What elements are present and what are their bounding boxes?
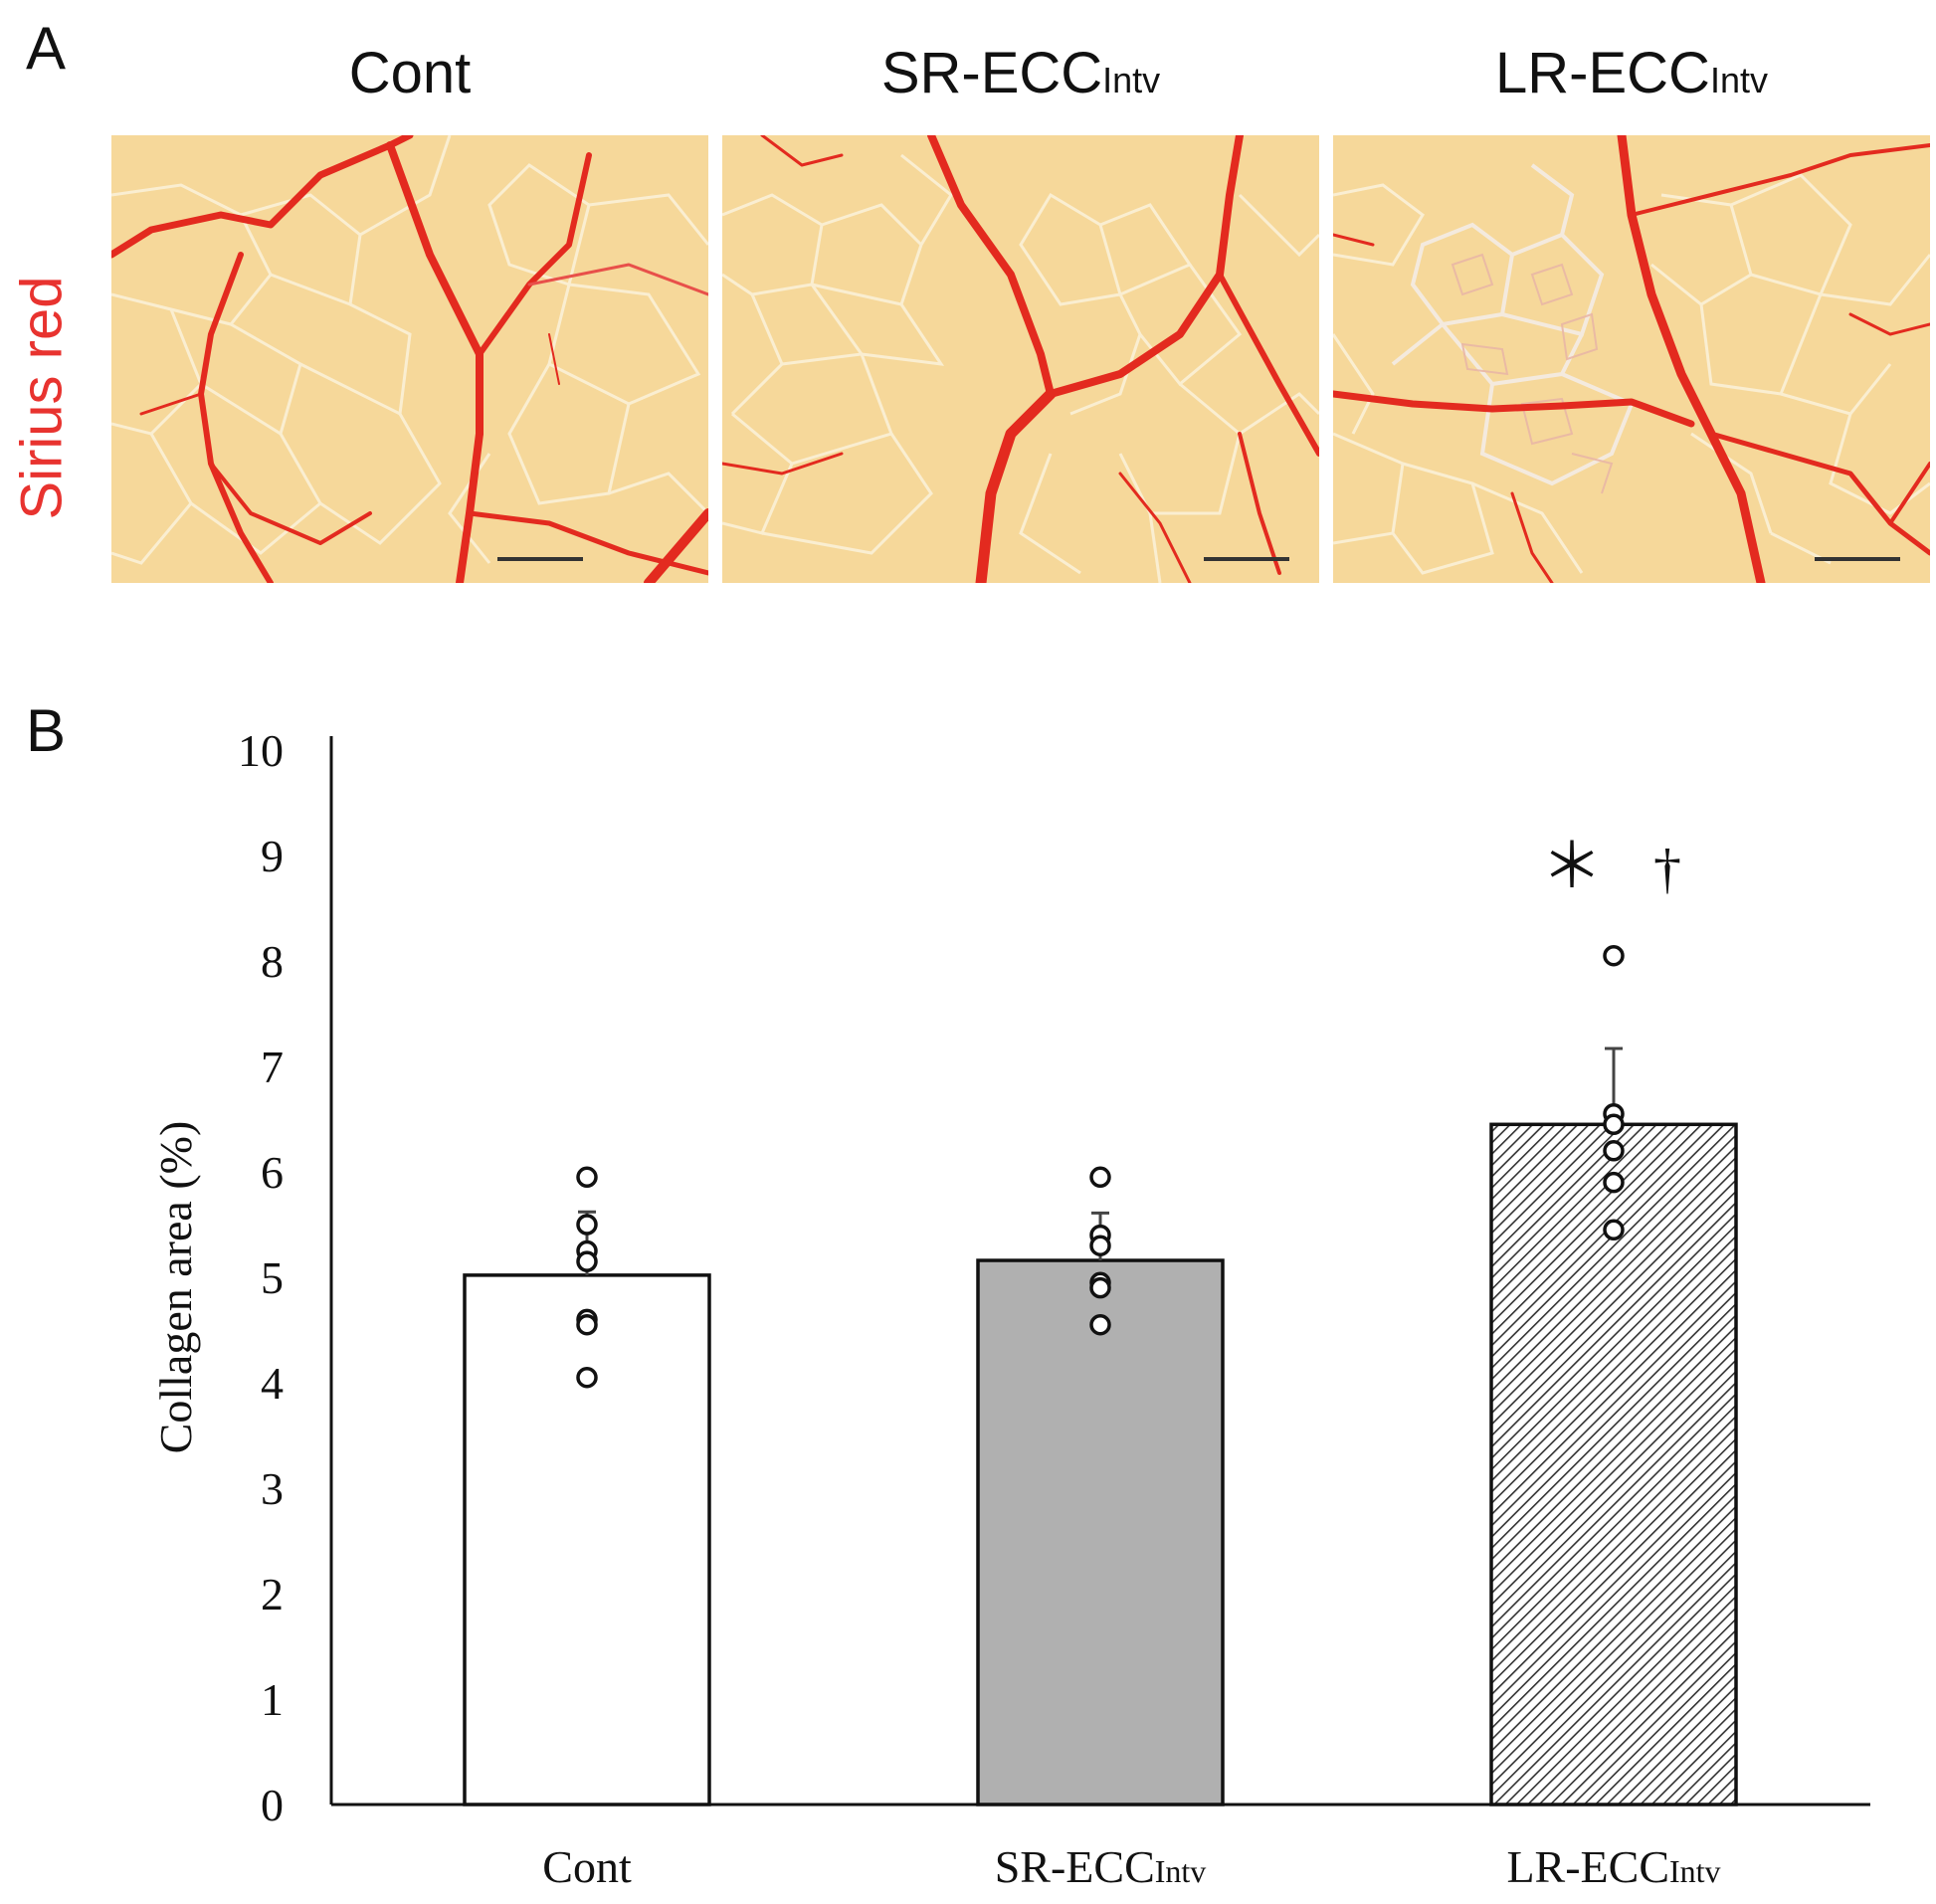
y-tick-label: 2	[261, 1569, 284, 1619]
y-tick-label: 3	[261, 1463, 284, 1514]
data-point	[1603, 1171, 1625, 1194]
significance-asterisk: ＊	[1541, 834, 1603, 901]
y-tick-label: 4	[261, 1358, 284, 1409]
x-tick-label-sub: Intv	[1669, 1853, 1721, 1889]
column-title-sub: Intv	[1709, 60, 1768, 100]
column-title-sub: Intv	[1102, 60, 1161, 100]
stain-label-text: Sirius red	[9, 276, 75, 520]
micrograph-lr-ecc	[1333, 135, 1930, 583]
y-tick-labels: 0 1 2 3 4 5 6 7 8 9 10	[238, 725, 284, 1830]
y-tick-label: 0	[261, 1780, 284, 1830]
data-points	[576, 944, 1625, 1389]
column-title-main: LR-ECC	[1495, 41, 1710, 105]
data-point	[576, 1366, 598, 1389]
annotations: ＊ †	[1541, 834, 1681, 901]
x-tick-label: LR-ECCIntv	[1506, 1841, 1720, 1892]
micrograph-cont	[111, 135, 708, 583]
panel-a-letter: A	[26, 15, 67, 82]
data-point	[576, 1250, 598, 1272]
y-tick-label: 7	[261, 1042, 284, 1092]
data-point	[1089, 1235, 1111, 1256]
y-tick-label: 1	[261, 1674, 284, 1725]
column-title-main: SR-ECC	[880, 41, 1103, 105]
data-point	[576, 1166, 598, 1189]
significance-dagger: †	[1653, 839, 1681, 900]
micrograph-sr-ecc	[722, 135, 1319, 583]
x-tick-label-sub: Intv	[1155, 1853, 1207, 1889]
data-point	[1603, 944, 1625, 967]
bar	[976, 1258, 1225, 1807]
data-point	[1603, 1113, 1625, 1136]
column-title-main: Cont	[348, 41, 472, 105]
data-point	[1603, 1219, 1625, 1241]
x-tick-label-main: SR-ECC	[995, 1841, 1155, 1892]
column-title-lr-ecc: LR-ECCIntv	[1333, 40, 1930, 106]
data-point	[1089, 1276, 1111, 1299]
stain-label: Sirius red	[10, 259, 75, 537]
y-axis-label: Collagen area (%)	[150, 1121, 201, 1454]
column-title-sr-ecc: SR-ECCIntv	[722, 40, 1319, 106]
data-point	[1089, 1313, 1111, 1336]
x-tick-label: SR-ECCIntv	[995, 1841, 1207, 1892]
y-tick-label: 6	[261, 1147, 284, 1198]
x-tick-label-main: Cont	[542, 1841, 632, 1892]
data-point	[576, 1313, 598, 1336]
data-point	[1603, 1140, 1625, 1162]
bar	[463, 1273, 711, 1807]
y-tick-label: 9	[261, 831, 284, 881]
data-point	[1089, 1166, 1111, 1189]
y-tick-label: 8	[261, 936, 284, 987]
data-point	[576, 1214, 598, 1236]
panel-b-letter: B	[26, 697, 67, 764]
y-tick-label: 5	[261, 1252, 284, 1303]
x-tick-label: Cont	[542, 1841, 632, 1892]
x-tick-labels: Cont SR-ECCIntv LR-ECCIntv	[542, 1841, 1720, 1892]
y-tick-label: 10	[238, 725, 284, 776]
x-tick-label-main: LR-ECC	[1506, 1841, 1669, 1892]
column-title-cont: Cont	[111, 40, 708, 106]
